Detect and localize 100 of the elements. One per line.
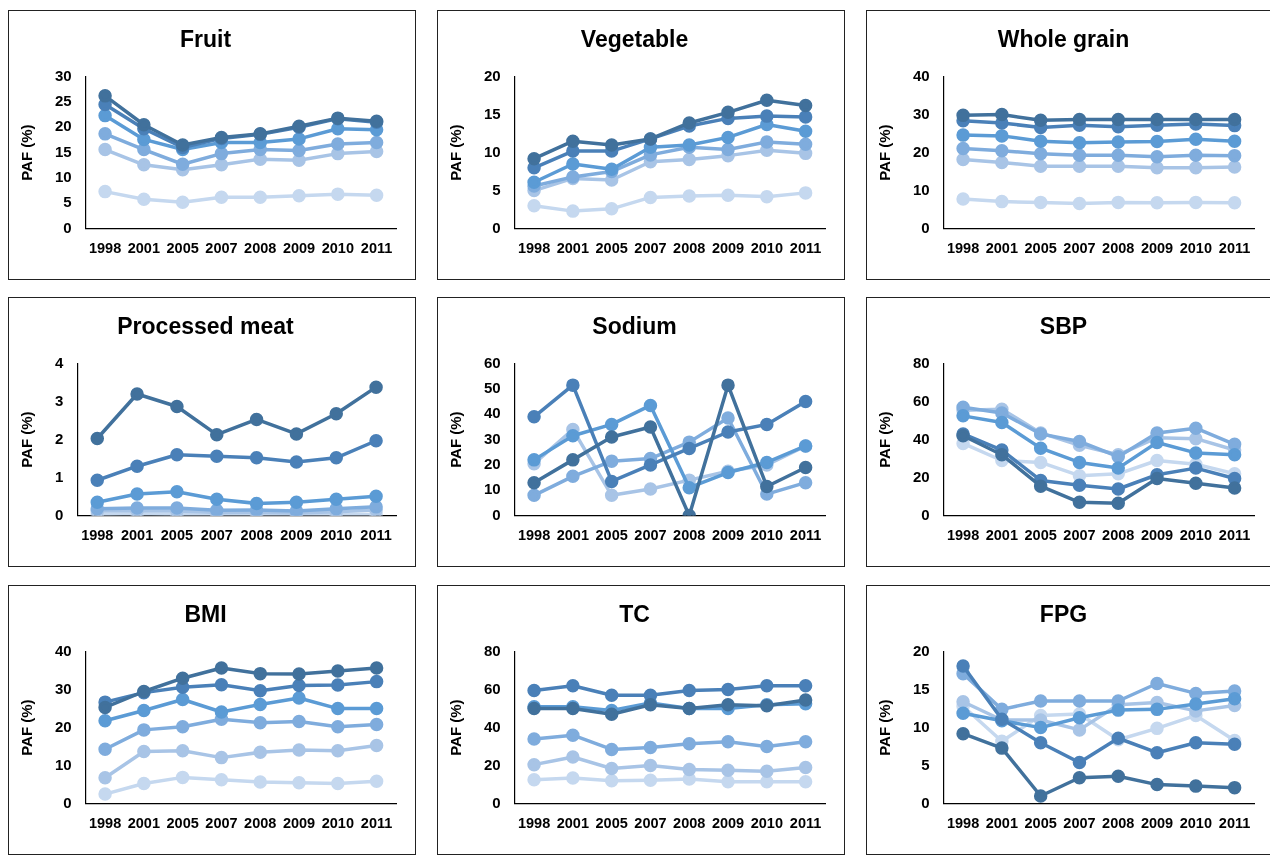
x-tick-label: 2001 [556,814,589,831]
x-tick-label: 2011 [1218,527,1251,544]
chart-title: Sodium [592,313,677,340]
x-tick-label: 2010 [320,527,353,544]
x-tick-label: 2005 [166,240,199,257]
x-tick-label: 2011 [789,240,822,257]
y-tick-label: 15 [55,142,72,160]
chart-title: Fruit [179,26,232,53]
x-tick-label: 2005 [1024,240,1057,257]
x-tick-label: 2009 [282,240,316,257]
y-tick-label: 3 [55,392,64,410]
y-tick-label: 20 [484,755,501,773]
y-tick-label: 0 [921,793,930,811]
x-tick-label: 2009 [711,814,745,831]
chart-title: TC [619,600,650,627]
y-tick-label: 20 [55,717,72,735]
x-tick-label: 1998 [946,814,980,831]
x-tick-label: 2009 [280,527,313,544]
y-tick-label: 30 [484,430,501,448]
y-tick-label: 40 [484,717,501,735]
y-tick-label: 60 [484,354,501,372]
x-tick-label: 2007 [634,527,667,544]
y-tick-label: 40 [913,66,930,84]
y-tick-label: 10 [484,142,501,160]
y-tick-label: 20 [913,641,930,659]
y-tick-label: 0 [921,218,930,236]
x-tick-label: 2008 [673,240,706,257]
y-tick-label: 10 [55,168,72,186]
y-tick-label: 5 [63,193,72,211]
x-tick-label: 2009 [1140,240,1174,257]
x-tick-label: 2010 [750,814,783,831]
x-tick-label: 2007 [1063,240,1096,257]
chart-title: Vegetable [580,26,689,53]
x-tick-label: 1998 [517,527,551,544]
y-tick-label: 4 [55,354,64,372]
y-tick-label: 5 [921,755,930,773]
x-tick-label: 2010 [1179,814,1212,831]
chart-title: FPG [1039,600,1088,627]
y-tick-label: 60 [913,392,930,410]
x-tick-label: 2005 [595,240,628,257]
x-tick-label: 2010 [1179,240,1212,257]
chart-title: BMI [184,600,227,627]
y-axis-title: PAF (%) [876,699,894,756]
x-tick-label: 2005 [166,814,199,831]
chart-title: Whole grain [997,26,1130,53]
y-tick-label: 20 [913,468,930,486]
x-tick-label: 2007 [205,814,238,831]
x-tick-label: 2009 [711,527,745,544]
y-tick-label: 50 [484,379,501,397]
x-tick-label: 2001 [127,240,160,257]
y-tick-label: 20 [484,455,501,473]
x-tick-label: 2001 [985,240,1018,257]
x-tick-label: 2007 [200,527,233,544]
x-tick-label: 2011 [360,814,393,831]
y-tick-label: 10 [913,180,930,198]
y-axis-title: PAF (%) [876,411,894,469]
y-tick-label: 15 [484,104,501,122]
x-tick-label: 2005 [160,527,194,544]
y-tick-label: 0 [63,218,72,236]
x-tick-label: 2011 [360,240,393,257]
y-tick-label: 25 [55,92,72,110]
x-tick-label: 2010 [321,814,354,831]
y-tick-label: 10 [913,717,930,735]
y-axis-title: PAF (%) [18,411,36,469]
x-tick-label: 2011 [789,814,822,831]
x-tick-label: 2008 [1102,240,1135,257]
y-tick-label: 0 [921,506,930,524]
y-tick-label: 0 [492,506,501,524]
x-tick-label: 2011 [1218,814,1251,831]
y-tick-label: 30 [913,104,930,122]
x-tick-label: 2005 [595,814,628,831]
x-tick-label: 2009 [1140,814,1174,831]
y-axis-title: PAF (%) [876,124,894,181]
y-tick-label: 60 [484,679,501,697]
x-tick-label: 2008 [240,527,273,544]
x-tick-label: 2007 [205,240,238,257]
y-tick-label: 0 [55,506,64,524]
x-tick-label: 1998 [946,527,980,544]
y-tick-label: 0 [492,218,501,236]
x-tick-label: 2008 [244,240,277,257]
x-tick-label: 1998 [88,240,122,257]
chart-title: Processed meat [117,313,295,340]
x-tick-label: 2010 [750,527,783,544]
x-tick-label: 2007 [1063,814,1096,831]
y-axis-title: PAF (%) [18,124,36,181]
x-tick-label: 2007 [634,240,667,257]
y-tick-label: 2 [55,430,64,448]
x-tick-label: 2010 [750,240,783,257]
y-axis-title: PAF (%) [447,699,465,756]
x-tick-label: 2001 [556,240,589,257]
x-tick-label: 2008 [1102,527,1135,544]
y-tick-label: 40 [484,404,501,422]
y-tick-label: 40 [913,430,930,448]
x-tick-label: 2005 [1024,527,1057,544]
x-tick-label: 2005 [595,527,628,544]
y-tick-label: 15 [913,679,930,697]
x-tick-label: 2010 [321,240,354,257]
y-tick-label: 40 [55,641,72,659]
y-axis-title: PAF (%) [18,699,36,756]
x-tick-label: 2008 [244,814,277,831]
